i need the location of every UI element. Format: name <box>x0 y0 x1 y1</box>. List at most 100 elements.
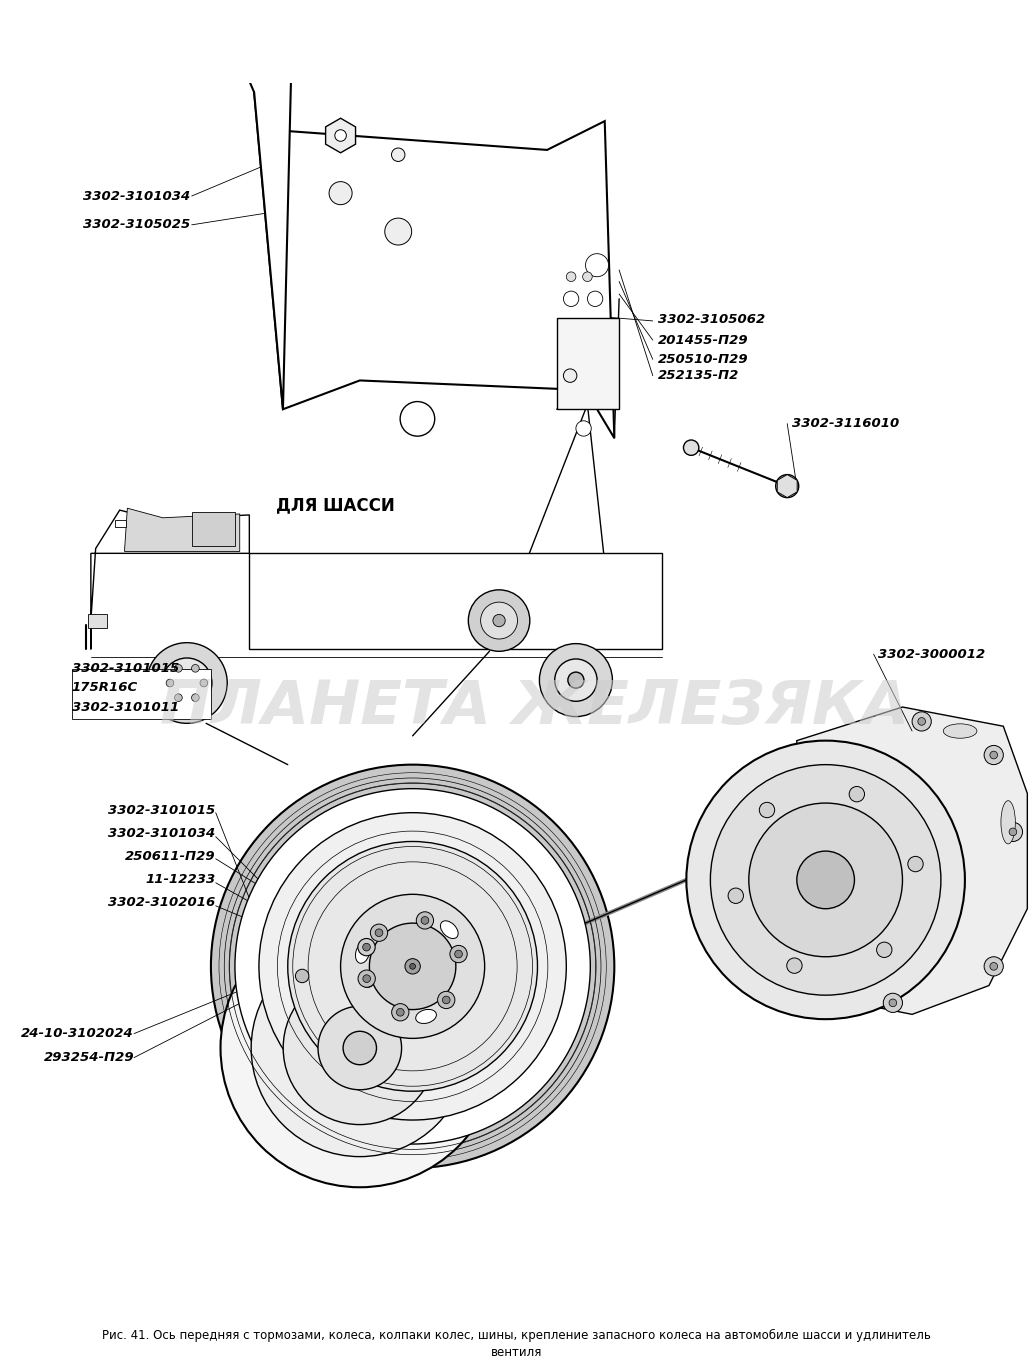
Circle shape <box>288 841 537 1091</box>
Circle shape <box>684 440 699 455</box>
Circle shape <box>728 888 744 903</box>
Bar <box>192 512 234 545</box>
Ellipse shape <box>515 0 569 82</box>
Circle shape <box>877 943 891 958</box>
Polygon shape <box>91 510 249 649</box>
Circle shape <box>375 929 383 937</box>
Circle shape <box>889 999 897 1007</box>
Text: 250611-П29: 250611-П29 <box>125 851 216 863</box>
Bar <box>71 668 211 719</box>
Circle shape <box>177 673 197 693</box>
Circle shape <box>912 712 932 731</box>
Circle shape <box>438 992 455 1008</box>
Text: ПЛАНЕТА ЖЕЛЕЗЯКА: ПЛАНЕТА ЖЕЛЕЗЯКА <box>159 678 909 736</box>
Polygon shape <box>777 474 797 497</box>
Circle shape <box>849 787 865 802</box>
Text: ДЛЯ ШАССИ: ДЛЯ ШАССИ <box>277 496 396 515</box>
Polygon shape <box>796 708 1028 1015</box>
Circle shape <box>330 182 352 205</box>
Circle shape <box>749 803 903 956</box>
Circle shape <box>162 658 212 708</box>
Circle shape <box>200 679 208 687</box>
Circle shape <box>283 971 436 1124</box>
Circle shape <box>576 421 591 436</box>
Circle shape <box>787 958 802 974</box>
Text: 3302-3101015: 3302-3101015 <box>71 663 179 675</box>
Circle shape <box>371 923 387 941</box>
Ellipse shape <box>943 724 977 738</box>
Circle shape <box>392 148 405 161</box>
Text: 3302-3000012: 3302-3000012 <box>878 647 985 661</box>
Circle shape <box>318 1007 402 1090</box>
Circle shape <box>883 993 903 1012</box>
Circle shape <box>442 996 450 1004</box>
Circle shape <box>984 956 1003 975</box>
Text: 24-10-3102024: 24-10-3102024 <box>22 1027 134 1040</box>
Text: вентиля: вентиля <box>491 1346 542 1359</box>
Bar <box>557 318 619 410</box>
Text: 3302-3116010: 3302-3116010 <box>792 417 900 430</box>
Circle shape <box>191 694 199 702</box>
Text: 201455-П29: 201455-П29 <box>658 333 748 347</box>
Circle shape <box>166 679 174 687</box>
Circle shape <box>984 746 1003 765</box>
Polygon shape <box>325 119 355 153</box>
Text: 3302-3101011: 3302-3101011 <box>71 701 179 713</box>
Text: 3302-3105025: 3302-3105025 <box>83 219 190 231</box>
Polygon shape <box>124 508 240 552</box>
Ellipse shape <box>415 1009 436 1023</box>
Circle shape <box>220 908 499 1187</box>
Circle shape <box>343 1031 376 1064</box>
Circle shape <box>908 856 924 872</box>
Circle shape <box>175 694 182 702</box>
Circle shape <box>191 664 199 672</box>
Circle shape <box>586 254 608 277</box>
Circle shape <box>563 369 576 382</box>
Circle shape <box>568 672 584 688</box>
Circle shape <box>400 402 435 436</box>
Text: Рис. 41. Ось передняя с тормозами, колеса, колпаки колес, шины, крепление запасн: Рис. 41. Ось передняя с тормозами, колес… <box>102 1329 931 1343</box>
Ellipse shape <box>440 921 459 938</box>
Circle shape <box>416 911 434 929</box>
Circle shape <box>370 923 456 1009</box>
Circle shape <box>363 944 371 951</box>
Circle shape <box>776 474 799 497</box>
Circle shape <box>211 765 615 1168</box>
Circle shape <box>341 895 484 1038</box>
Circle shape <box>990 963 998 970</box>
Ellipse shape <box>1001 800 1015 844</box>
Text: 175R16C: 175R16C <box>71 682 137 694</box>
Circle shape <box>384 219 412 245</box>
Circle shape <box>410 963 415 970</box>
Circle shape <box>251 940 468 1157</box>
Ellipse shape <box>408 0 465 72</box>
Circle shape <box>1003 822 1023 841</box>
Circle shape <box>405 959 420 974</box>
Circle shape <box>796 851 854 908</box>
Text: 11-12233: 11-12233 <box>146 873 216 887</box>
Circle shape <box>1009 828 1016 836</box>
Polygon shape <box>254 93 615 438</box>
Circle shape <box>361 974 374 988</box>
Bar <box>115 519 126 527</box>
Circle shape <box>493 615 505 627</box>
Circle shape <box>175 664 182 672</box>
Circle shape <box>539 643 613 717</box>
Circle shape <box>397 1008 404 1016</box>
Bar <box>249 553 662 649</box>
Ellipse shape <box>355 943 370 963</box>
Circle shape <box>358 970 375 988</box>
Bar <box>88 613 107 628</box>
Circle shape <box>363 975 371 982</box>
Circle shape <box>918 717 926 725</box>
Circle shape <box>563 291 578 306</box>
Circle shape <box>234 788 590 1145</box>
Circle shape <box>480 602 518 639</box>
Text: 3302-3101015: 3302-3101015 <box>108 805 216 817</box>
Circle shape <box>468 590 530 652</box>
Polygon shape <box>225 0 292 410</box>
Circle shape <box>555 658 597 701</box>
Circle shape <box>455 951 463 958</box>
Text: 3302-3102016: 3302-3102016 <box>108 896 216 910</box>
Circle shape <box>566 272 576 281</box>
